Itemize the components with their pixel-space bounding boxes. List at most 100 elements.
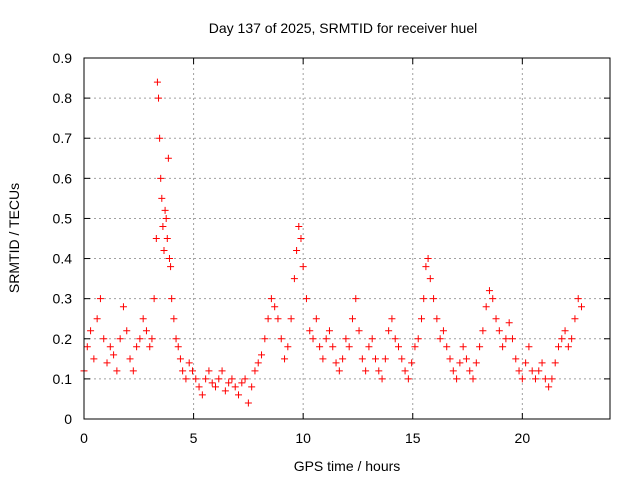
data-point [231,383,239,391]
x-tick-label: 20 [515,430,531,446]
y-tick-label: 0.5 [53,210,73,226]
data-point [443,343,451,351]
data-point [179,367,187,375]
data-point [218,367,226,375]
data-point [302,295,310,303]
data-point [505,319,513,327]
data-point [525,343,533,351]
x-tick-label: 10 [295,430,311,446]
data-point [522,359,530,367]
data-point [254,359,262,367]
data-point [185,359,193,367]
data-point [335,367,343,375]
data-point [167,263,175,271]
data-point [312,315,320,323]
data-point [492,315,500,323]
data-point [371,355,379,363]
data-point [205,367,213,375]
data-point [198,391,206,399]
data-point [148,335,156,343]
data-point [574,295,582,303]
data-point [378,375,386,383]
data-point [241,375,249,383]
data-point [449,367,457,375]
data-point [422,263,430,271]
data-point [404,375,412,383]
data-point [133,343,141,351]
data-point [228,375,236,383]
data-point [161,206,169,214]
data-point [163,235,171,242]
data-point [391,335,399,343]
data-point [93,315,101,323]
data-point [136,335,144,343]
data-point [375,367,383,375]
data-point [202,375,210,383]
data-point [182,375,190,383]
data-point [332,359,340,367]
y-tick-label: 0.7 [53,130,73,146]
data-point [126,355,134,363]
data-point [466,367,474,375]
data-point [418,315,426,323]
data-point [287,315,295,323]
data-point [309,335,317,343]
data-point [518,375,526,383]
y-tick-label: 0 [64,411,72,427]
data-point [439,327,447,335]
data-point [355,327,363,335]
data-point [164,154,172,162]
data-point [551,359,559,367]
data-point [541,375,549,383]
data-point [264,315,272,323]
data-point [456,359,464,367]
data-point [129,367,137,375]
data-point [495,327,503,335]
data-point [158,194,166,202]
data-point [83,343,91,351]
data-point [174,343,182,351]
data-point [271,303,279,311]
data-point [365,343,373,351]
y-tick-label: 0.8 [53,90,73,106]
data-point [499,343,507,351]
data-point [162,214,170,222]
x-tick-label: 15 [405,430,421,446]
data-point [469,375,477,383]
plot-frame [83,57,611,420]
data-point [482,303,490,311]
data-point [160,247,168,255]
data-point [251,367,259,375]
y-tick-label: 0.9 [53,50,73,66]
data-point [385,327,393,335]
data-point [398,355,406,363]
data-point [420,295,428,303]
data-point [528,367,536,375]
data-point [208,379,216,387]
data-point [325,327,333,335]
data-point [433,315,441,323]
data-point [426,275,434,283]
data-point [446,355,454,363]
data-point [150,295,158,303]
data-point [290,275,298,283]
data-point [172,335,180,343]
data-point [414,335,422,343]
data-point [248,383,256,391]
data-point [90,355,98,363]
data-point [261,335,269,343]
data-point [157,174,165,182]
data-point [554,343,562,351]
data-point [479,327,487,335]
data-point [512,355,520,363]
data-point [578,303,586,311]
chart-title: Day 137 of 2025, SRMTID for receiver hue… [209,20,477,36]
data-point [401,367,409,375]
data-point [212,383,219,391]
data-point [258,351,266,359]
data-point [152,235,160,242]
data-point [424,255,432,263]
data-point [548,375,556,383]
data-point [306,327,314,335]
